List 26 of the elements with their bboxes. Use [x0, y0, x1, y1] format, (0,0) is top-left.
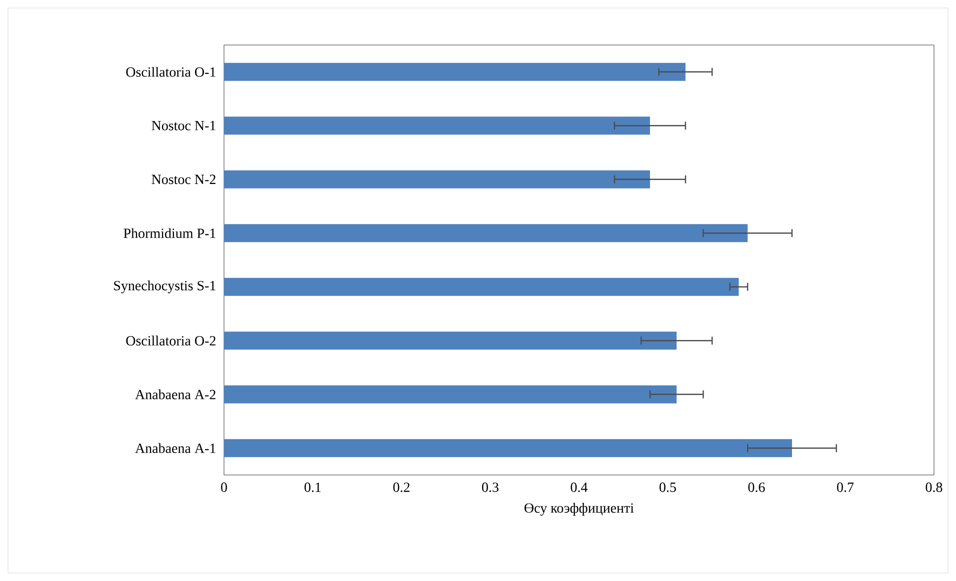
x-tick-label: 0.5 — [660, 482, 676, 492]
y-tick-label: Oscillatoria O-2 — [126, 336, 216, 346]
bar — [224, 332, 677, 350]
y-tick-label: Anabaena A-1 — [135, 443, 216, 454]
bar — [224, 278, 739, 296]
x-tick-label: 0.7 — [837, 482, 854, 492]
x-tick-label: 0.8 — [926, 482, 942, 492]
y-tick-label: Nostoc N-2 — [152, 174, 216, 184]
y-tick-label: Anabaena A-2 — [135, 389, 216, 400]
x-tick-label: 0.4 — [570, 482, 588, 492]
x-axis-title: Өсу коэффициенті — [524, 502, 634, 516]
bar — [224, 62, 686, 81]
y-tick-label: Synechocystis S-1 — [114, 280, 216, 294]
x-tick-label: 0.3 — [482, 482, 498, 492]
y-tick-label: Oscillatoria O-1 — [126, 66, 216, 77]
bar — [224, 116, 650, 135]
y-tick-label: Phormidium P-1 — [124, 228, 216, 238]
x-tick-label: 0 — [221, 482, 227, 492]
bar — [224, 170, 650, 188]
y-tick-label: Nostoc N-1 — [152, 120, 216, 130]
bar — [224, 439, 792, 458]
x-tick-label: 0.6 — [748, 482, 765, 492]
x-tick-label: 0.1 — [304, 482, 321, 492]
x-tick-label: 0.2 — [393, 482, 410, 492]
bar — [224, 224, 748, 242]
bar — [224, 385, 677, 404]
